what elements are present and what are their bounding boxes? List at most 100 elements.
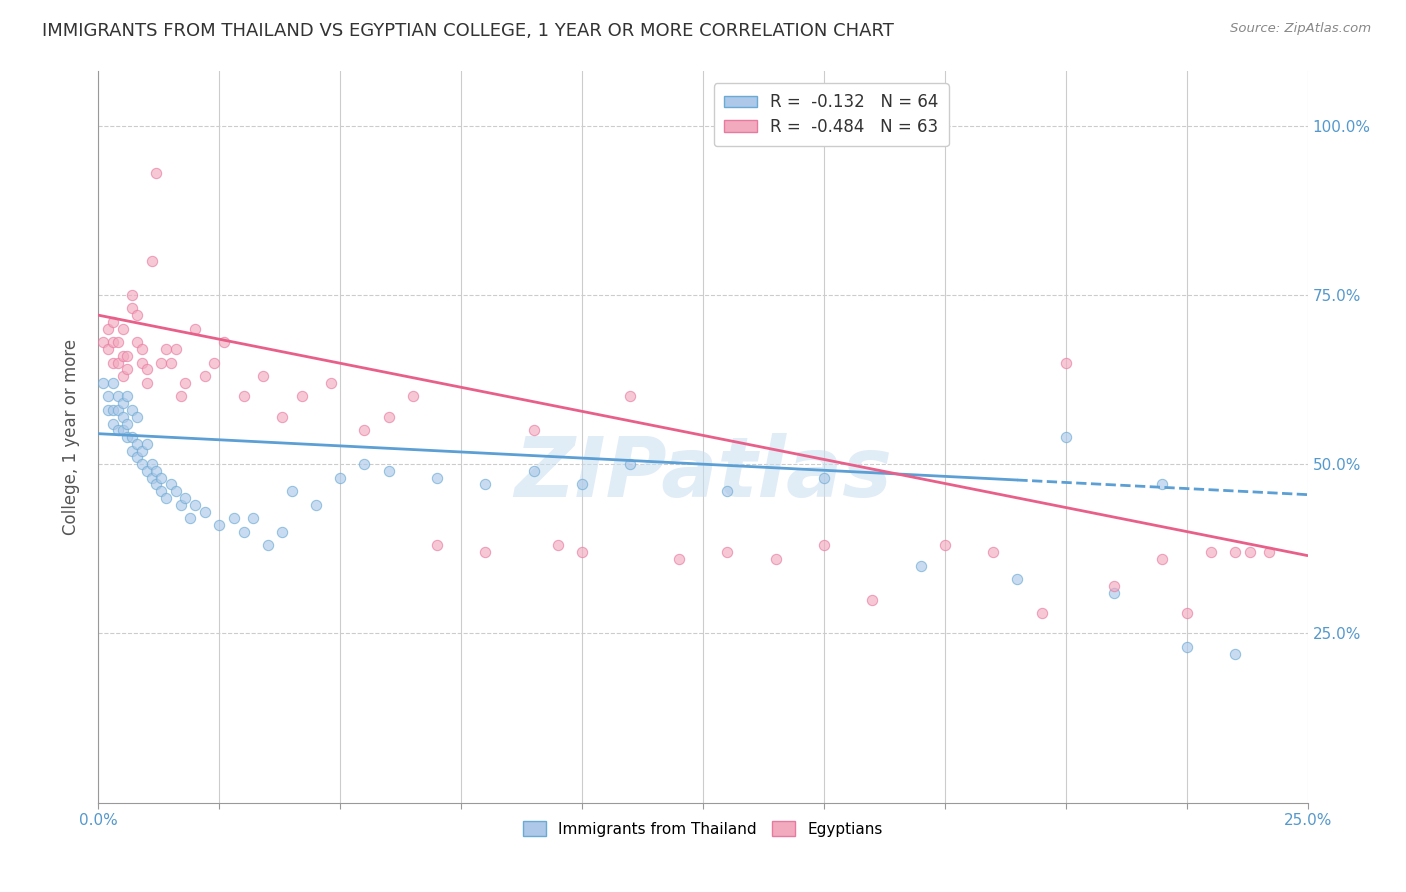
Point [179,511,201,525]
Point [111,409,134,424]
Point [117,349,139,363]
Point [281,484,304,499]
Point [571,477,593,491]
Point [97,342,120,356]
Point [271,409,294,424]
Point [97,322,120,336]
Point [256,538,278,552]
Point [141,457,163,471]
Point [353,457,375,471]
Point [813,471,835,485]
Point [426,471,449,485]
Point [165,484,187,499]
Point [165,342,187,356]
Point [194,369,217,384]
Point [184,498,207,512]
Point [127,409,149,424]
Point [155,342,177,356]
Point [131,457,153,471]
Point [290,389,312,403]
Point [135,437,157,451]
Point [1007,572,1029,586]
Point [402,389,425,403]
Point [141,254,163,268]
Point [155,491,177,505]
Point [1031,606,1053,620]
Point [377,409,399,424]
Point [242,511,264,525]
Point [97,389,120,403]
Point [101,355,124,369]
Point [131,443,153,458]
Point [150,484,173,499]
Point [101,417,124,431]
Point [184,322,207,336]
Point [145,464,167,478]
Point [765,552,787,566]
Point [981,545,1004,559]
Point [111,396,134,410]
Point [174,491,197,505]
Point [131,355,153,369]
Point [145,477,167,491]
Point [377,464,399,478]
Point [1257,545,1279,559]
Point [1054,355,1077,369]
Point [1175,606,1198,620]
Point [329,471,352,485]
Point [160,355,183,369]
Point [160,477,183,491]
Point [135,464,157,478]
Point [547,538,569,552]
Point [619,389,641,403]
Point [934,538,956,552]
Point [127,450,149,465]
Point [813,538,835,552]
Point [145,166,167,180]
Point [305,498,328,512]
Point [232,389,254,403]
Point [1223,647,1246,661]
Point [101,315,124,329]
Point [117,362,139,376]
Point [860,592,883,607]
Point [127,308,149,322]
Point [117,417,139,431]
Text: Source: ZipAtlas.com: Source: ZipAtlas.com [1230,22,1371,36]
Legend: Immigrants from Thailand, Egyptians: Immigrants from Thailand, Egyptians [517,815,889,843]
Point [107,423,129,437]
Point [117,430,139,444]
Point [232,524,254,539]
Point [101,376,124,390]
Point [204,355,226,369]
Point [111,423,134,437]
Point [208,518,231,533]
Point [150,471,173,485]
Point [150,355,173,369]
Point [1223,545,1246,559]
Point [474,477,496,491]
Y-axis label: College, 1 year or more: College, 1 year or more [62,339,80,535]
Point [121,403,143,417]
Point [121,430,143,444]
Point [97,403,120,417]
Point [107,389,129,403]
Point [135,376,157,390]
Point [910,558,932,573]
Point [319,376,342,390]
Point [474,545,496,559]
Point [1199,545,1222,559]
Point [107,355,129,369]
Point [101,335,124,350]
Point [1239,545,1261,559]
Point [135,362,157,376]
Point [1102,586,1125,600]
Point [131,342,153,356]
Point [1152,552,1174,566]
Text: IMMIGRANTS FROM THAILAND VS EGYPTIAN COLLEGE, 1 YEAR OR MORE CORRELATION CHART: IMMIGRANTS FROM THAILAND VS EGYPTIAN COL… [42,22,894,40]
Point [141,471,163,485]
Point [271,524,294,539]
Point [127,335,149,350]
Point [194,505,217,519]
Point [523,464,546,478]
